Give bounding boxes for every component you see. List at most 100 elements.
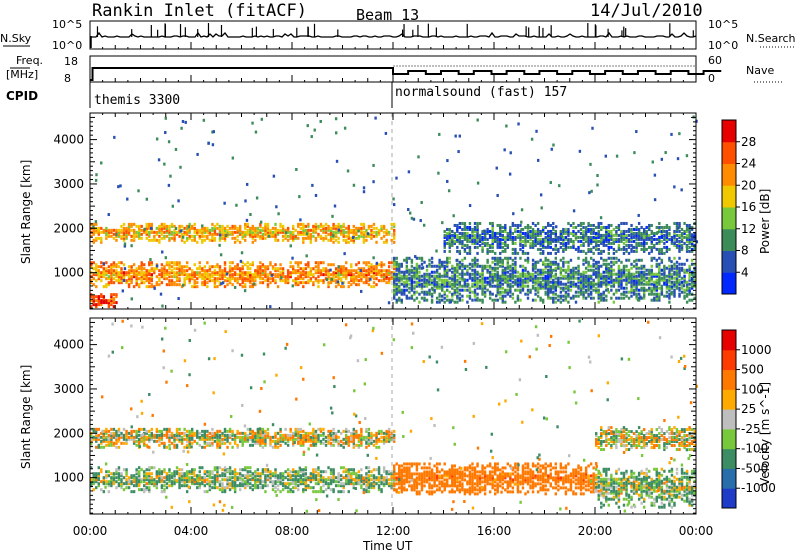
- scatter-cell: [486, 260, 489, 264]
- scatter-cell: [211, 431, 214, 435]
- scatter-cell: [615, 276, 618, 280]
- scatter-cell: [526, 239, 530, 243]
- scatter-cell: [668, 280, 671, 284]
- scatter-cell: [312, 281, 315, 285]
- scatter-cell: [178, 433, 181, 437]
- scatter-cell: [211, 443, 214, 447]
- scatter-cell: [221, 228, 224, 232]
- scatter-cell: [183, 232, 186, 236]
- scatter-cell: [107, 232, 111, 236]
- scatter-cell: [564, 282, 568, 286]
- scatter-cell: [430, 260, 434, 264]
- scatter-cell: [238, 435, 242, 439]
- scatter-cell: [488, 282, 492, 286]
- scatter-cell: [252, 282, 256, 286]
- scatter-cell: [277, 212, 280, 216]
- scatter-cell: [297, 439, 300, 443]
- scatter-cell: [496, 223, 499, 227]
- scatter-cell: [458, 272, 462, 276]
- scatter-cell: [302, 437, 305, 441]
- scatter-cell: [693, 268, 696, 272]
- scatter-cell: [350, 279, 353, 283]
- scatter-cell: [387, 265, 391, 269]
- scatter-cell: [256, 427, 260, 431]
- scatter-cell: [600, 225, 603, 229]
- scatter-cell: [324, 236, 328, 240]
- scatter-cell: [430, 264, 434, 268]
- scatter-cell: [592, 268, 595, 272]
- scatter-cell: [125, 433, 128, 437]
- scatter-cell: [481, 249, 484, 253]
- scatter-cell: [443, 270, 446, 274]
- scatter-cell: [451, 294, 454, 298]
- scatter-cell: [590, 189, 593, 193]
- scatter-cell: [660, 157, 664, 161]
- scatter-cell: [632, 284, 636, 288]
- scatter-cell: [350, 277, 353, 281]
- scatter-cell: [418, 284, 421, 288]
- scatter-cell: [279, 443, 282, 447]
- scatter-cell: [605, 280, 608, 284]
- scatter-cell: [610, 223, 613, 227]
- scatter-cell: [395, 272, 398, 276]
- scatter-cell: [504, 225, 507, 229]
- scatter-cell: [488, 281, 491, 285]
- scatter-cell: [435, 300, 439, 304]
- scatter-cell: [602, 290, 605, 294]
- scatter-cell: [446, 235, 449, 239]
- scatter-cell: [637, 292, 641, 296]
- scatter-cell: [430, 282, 434, 286]
- scatter-cell: [337, 441, 340, 445]
- scatter-cell: [587, 241, 590, 245]
- scatter-cell: [223, 279, 227, 283]
- scatter-cell: [670, 276, 674, 280]
- scatter-cell: [443, 239, 446, 243]
- scatter-cell: [605, 225, 608, 229]
- scatter-cell: [254, 441, 257, 445]
- scatter-cell: [226, 283, 229, 287]
- scatter-cell: [271, 232, 275, 236]
- scatter-cell: [602, 296, 605, 300]
- scatter-cell: [324, 226, 328, 230]
- scatter-cell: [473, 241, 477, 245]
- scatter-cell: [615, 154, 619, 158]
- scatter-cell: [463, 249, 467, 253]
- scatter-cell: [266, 285, 270, 289]
- scatter-cell: [534, 237, 537, 241]
- scatter-cell: [208, 265, 212, 269]
- scatter-cell: [504, 235, 507, 239]
- scatter-cell: [102, 445, 106, 449]
- scatter-cell: [448, 260, 451, 264]
- scatter-cell: [476, 227, 479, 231]
- scatter-cell: [324, 234, 328, 238]
- scatter-cell: [309, 277, 313, 281]
- scatter-cell: [572, 266, 575, 270]
- scatter-cell: [350, 273, 353, 277]
- scatter-cell: [155, 230, 159, 234]
- scatter-cell: [236, 263, 239, 267]
- scatter-cell: [541, 227, 545, 231]
- scatter-cell: [117, 427, 121, 431]
- scatter-cell: [552, 268, 555, 272]
- scatter-cell: [463, 247, 467, 251]
- scatter-cell: [589, 162, 592, 166]
- scatter-cell: [153, 286, 156, 290]
- scatter-cell: [117, 228, 121, 232]
- scatter-cell: [547, 241, 550, 245]
- scatter-cell: [322, 279, 325, 283]
- scatter-cell: [112, 269, 116, 273]
- scatter-cell: [531, 272, 535, 276]
- scatter-cell: [655, 282, 658, 286]
- scatter-cell: [223, 427, 227, 431]
- scatter-cell: [304, 230, 308, 234]
- scatter-cell: [393, 224, 396, 228]
- scatter-cell: [410, 280, 414, 284]
- scatter-cell: [496, 286, 499, 290]
- scatter-cell: [249, 273, 252, 277]
- scatter-cell: [531, 241, 535, 245]
- scatter-cell: [112, 305, 116, 309]
- scatter-cell: [254, 271, 257, 275]
- scatter-cell: [567, 300, 570, 304]
- scatter-cell: [600, 241, 603, 245]
- scatter-cell: [438, 274, 441, 278]
